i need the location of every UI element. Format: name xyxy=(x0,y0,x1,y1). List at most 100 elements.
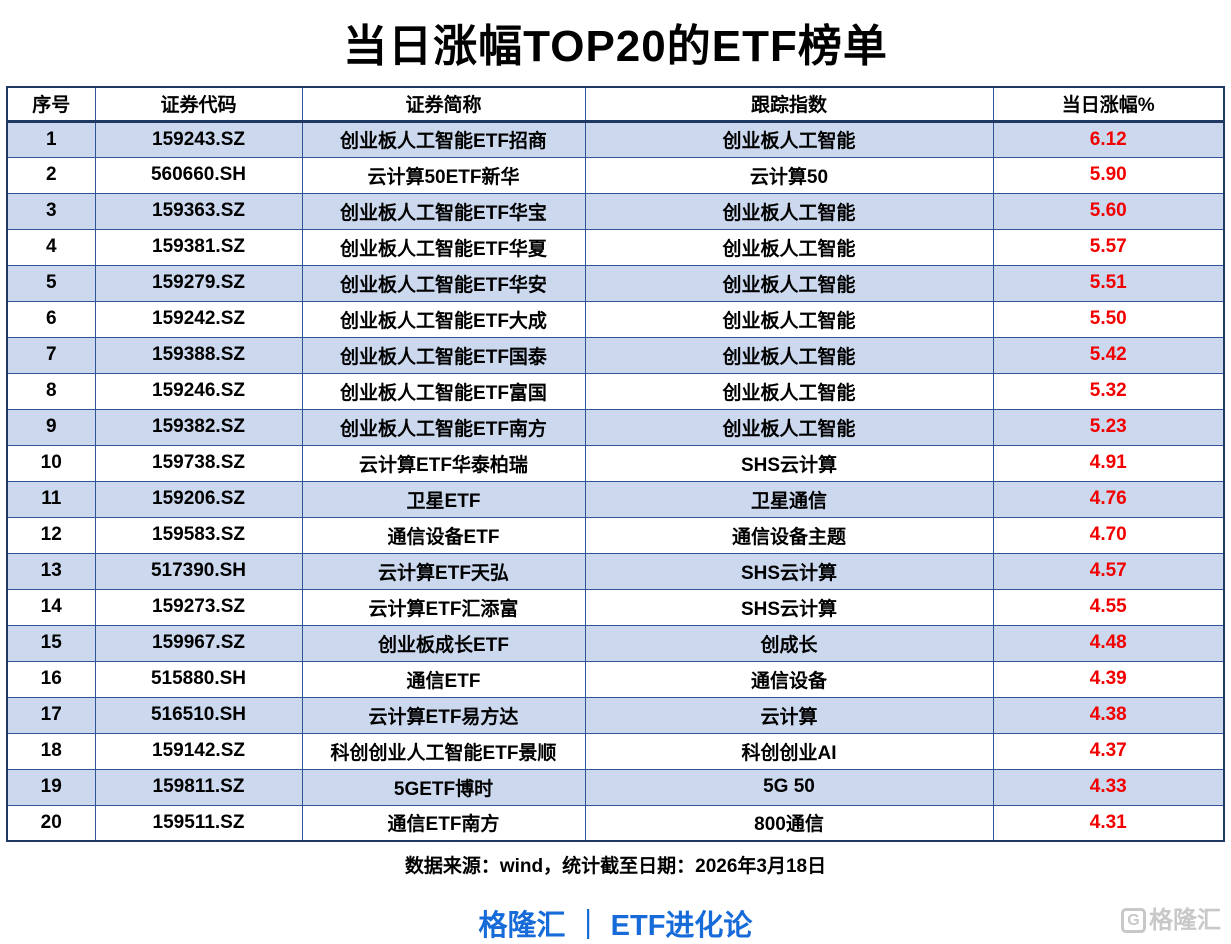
page-title: 当日涨幅TOP20的ETF榜单 xyxy=(343,22,888,71)
cell-gain: 5.42 xyxy=(992,336,1225,374)
cell-code: 159382.SZ xyxy=(94,408,303,446)
cell-code: 159206.SZ xyxy=(94,480,303,518)
cell-gain: 4.76 xyxy=(992,480,1225,518)
cell-code: 159242.SZ xyxy=(94,300,303,338)
table-row: 20 159511.SZ 通信ETF南方 800通信 4.31 xyxy=(6,804,1225,842)
cell-code: 159279.SZ xyxy=(94,264,303,302)
cell-serial: 9 xyxy=(6,408,96,446)
table-row: 13 517390.SH 云计算ETF天弘 SHS云计算 4.57 xyxy=(6,552,1225,590)
cell-gain: 5.90 xyxy=(992,156,1225,194)
cell-code: 159967.SZ xyxy=(94,624,303,662)
cell-gain: 5.57 xyxy=(992,228,1225,266)
cell-serial: 1 xyxy=(6,120,96,158)
cell-index: 通信设备 xyxy=(584,660,994,698)
cell-name: 通信设备ETF xyxy=(301,516,586,554)
cell-gain: 5.23 xyxy=(992,408,1225,446)
cell-code: 159811.SZ xyxy=(94,768,303,806)
cell-gain: 5.60 xyxy=(992,192,1225,230)
cell-code: 159381.SZ xyxy=(94,228,303,266)
cell-serial: 13 xyxy=(6,552,96,590)
cell-code: 159142.SZ xyxy=(94,732,303,770)
cell-name: 云计算ETF华泰柏瑞 xyxy=(301,444,586,482)
cell-code: 159246.SZ xyxy=(94,372,303,410)
cell-serial: 2 xyxy=(6,156,96,194)
table-row: 11 159206.SZ 卫星ETF 卫星通信 4.76 xyxy=(6,480,1225,518)
cell-code: 159273.SZ xyxy=(94,588,303,626)
cell-code: 159363.SZ xyxy=(94,192,303,230)
cell-index: 创业板人工智能 xyxy=(584,228,994,266)
cell-name: 创业板人工智能ETF富国 xyxy=(301,372,586,410)
cell-gain: 4.39 xyxy=(992,660,1225,698)
cell-name: 创业板人工智能ETF华宝 xyxy=(301,192,586,230)
cell-index: SHS云计算 xyxy=(584,588,994,626)
cell-serial: 4 xyxy=(6,228,96,266)
cell-gain: 4.48 xyxy=(992,624,1225,662)
cell-name: 科创创业人工智能ETF景顺 xyxy=(301,732,586,770)
cell-gain: 4.91 xyxy=(992,444,1225,482)
cell-name: 云计算ETF天弘 xyxy=(301,552,586,590)
cell-index: 5G 50 xyxy=(584,768,994,806)
table-row: 5 159279.SZ 创业板人工智能ETF华安 创业板人工智能 5.51 xyxy=(6,264,1225,302)
cell-gain: 4.57 xyxy=(992,552,1225,590)
table-head: 序号 证券代码 证券简称 跟踪指数 当日涨幅% xyxy=(6,86,1225,123)
table-row: 15 159967.SZ 创业板成长ETF 创成长 4.48 xyxy=(6,624,1225,662)
cell-serial: 3 xyxy=(6,192,96,230)
cell-code: 159583.SZ xyxy=(94,516,303,554)
cell-name: 创业板成长ETF xyxy=(301,624,586,662)
cell-name: 通信ETF南方 xyxy=(301,804,586,842)
cell-name: 通信ETF xyxy=(301,660,586,698)
table-row: 16 515880.SH 通信ETF 通信设备 4.39 xyxy=(6,660,1225,698)
cell-index: 云计算 xyxy=(584,696,994,734)
cell-name: 创业板人工智能ETF华安 xyxy=(301,264,586,302)
cell-code: 159243.SZ xyxy=(94,120,303,158)
cell-serial: 6 xyxy=(6,300,96,338)
table-row: 19 159811.SZ 5GETF博时 5G 50 4.33 xyxy=(6,768,1225,806)
cell-index: 创业板人工智能 xyxy=(584,336,994,374)
cell-serial: 11 xyxy=(6,480,96,518)
cell-index: 云计算50 xyxy=(584,156,994,194)
table-row: 4 159381.SZ 创业板人工智能ETF华夏 创业板人工智能 5.57 xyxy=(6,228,1225,266)
cell-code: 515880.SH xyxy=(94,660,303,698)
column-header-code: 证券代码 xyxy=(94,86,303,123)
cell-serial: 15 xyxy=(6,624,96,662)
cell-name: 云计算ETF汇添富 xyxy=(301,588,586,626)
cell-index: 通信设备主题 xyxy=(584,516,994,554)
cell-gain: 5.51 xyxy=(992,264,1225,302)
cell-index: SHS云计算 xyxy=(584,552,994,590)
cell-name: 云计算ETF易方达 xyxy=(301,696,586,734)
cell-code: 560660.SH xyxy=(94,156,303,194)
cell-name: 卫星ETF xyxy=(301,480,586,518)
cell-name: 5GETF博时 xyxy=(301,768,586,806)
table-row: 18 159142.SZ 科创创业人工智能ETF景顺 科创创业AI 4.37 xyxy=(6,732,1225,770)
cell-name: 创业板人工智能ETF大成 xyxy=(301,300,586,338)
etf-ranking-table: 序号 证券代码 证券简称 跟踪指数 当日涨幅% 1 159243.SZ 创业板人工智能ETF… xyxy=(6,86,1225,842)
cell-index: 科创创业AI xyxy=(584,732,994,770)
cell-name: 创业板人工智能ETF招商 xyxy=(301,120,586,158)
cell-code: 159511.SZ xyxy=(94,804,303,842)
table-row: 3 159363.SZ 创业板人工智能ETF华宝 创业板人工智能 5.60 xyxy=(6,192,1225,230)
table-row: 9 159382.SZ 创业板人工智能ETF南方 创业板人工智能 5.23 xyxy=(6,408,1225,446)
cell-index: 800通信 xyxy=(584,804,994,842)
cell-code: 159738.SZ xyxy=(94,444,303,482)
cell-serial: 19 xyxy=(6,768,96,806)
watermark-text: 格隆汇 xyxy=(1149,906,1221,934)
cell-index: 创业板人工智能 xyxy=(584,120,994,158)
table-row: 7 159388.SZ 创业板人工智能ETF国泰 创业板人工智能 5.42 xyxy=(6,336,1225,374)
table-row: 14 159273.SZ 云计算ETF汇添富 SHS云计算 4.55 xyxy=(6,588,1225,626)
cell-serial: 14 xyxy=(6,588,96,626)
cell-serial: 10 xyxy=(6,444,96,482)
cell-index: 创业板人工智能 xyxy=(584,192,994,230)
table-row: 17 516510.SH 云计算ETF易方达 云计算 4.38 xyxy=(6,696,1225,734)
cell-index: 创业板人工智能 xyxy=(584,264,994,302)
cell-serial: 16 xyxy=(6,660,96,698)
data-source-note: 数据来源：wind，统计截至日期：2026年3月18日 xyxy=(404,856,827,877)
cell-gain: 4.33 xyxy=(992,768,1225,806)
cell-gain: 4.55 xyxy=(992,588,1225,626)
cell-serial: 7 xyxy=(6,336,96,374)
cell-serial: 8 xyxy=(6,372,96,410)
table-row: 1 159243.SZ 创业板人工智能ETF招商 创业板人工智能 6.12 xyxy=(6,120,1225,158)
cell-serial: 12 xyxy=(6,516,96,554)
gelonghui-logo-icon: G xyxy=(1121,908,1146,933)
cell-index: 创业板人工智能 xyxy=(584,300,994,338)
